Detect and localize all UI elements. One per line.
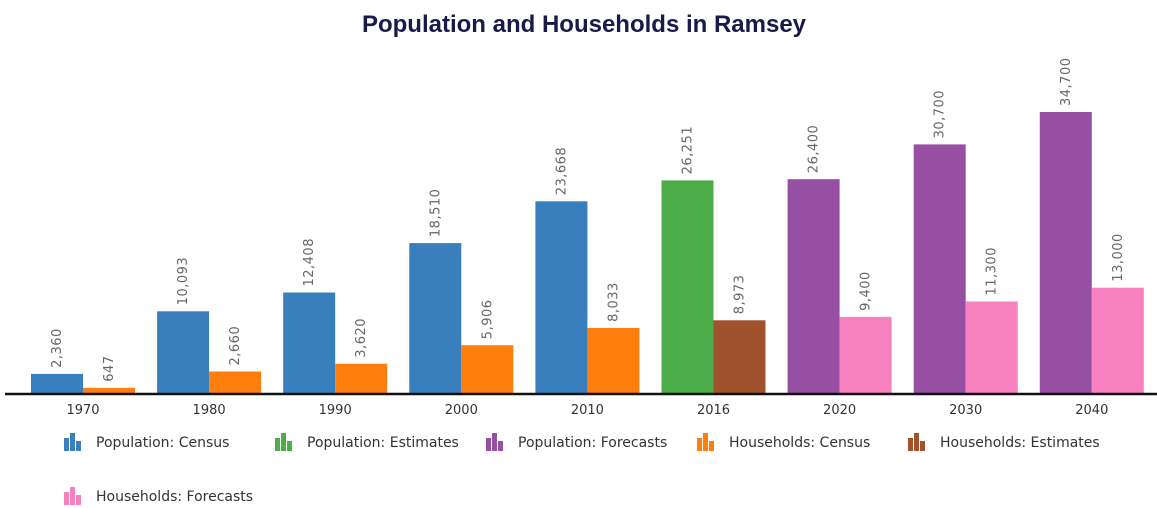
x-tick-label-2040: 2040 [1075,403,1108,418]
bar-population-census-2000[interactable] [409,243,462,393]
data-label-population-census-1980: 10,093 [176,257,191,306]
bar-chart-icon [64,487,81,505]
data-label-population-census-1970: 2,360 [50,328,65,368]
bar-chart-icon [486,433,503,451]
data-label-population-census-1990: 12,408 [302,238,317,287]
legend-item-population-estimates[interactable]: Population: Estimates [275,433,459,451]
bar-population-census-1990[interactable] [283,292,336,394]
bar-chart-icon [908,433,925,451]
bar-population-forecasts-2030[interactable] [913,144,966,393]
bar-households-census-2010[interactable] [587,327,640,393]
legend-label: Population: Forecasts [518,435,667,451]
x-tick-label-1990: 1990 [319,403,352,418]
x-tick-label-2016: 2016 [697,403,730,418]
x-tick-label-2000: 2000 [445,403,478,418]
data-label-households-census-2010: 8,033 [606,282,621,322]
legend-label: Households: Forecasts [96,489,253,505]
data-label-households-forecasts-2040: 13,000 [1111,233,1126,282]
data-label-households-forecasts-2030: 11,300 [985,247,1000,295]
bars-layer [31,112,1144,393]
bar-population-census-2010[interactable] [535,201,588,393]
legend-label: Population: Estimates [307,435,459,451]
bar-population-forecasts-2040[interactable] [1039,112,1092,393]
bar-households-estimates-2016[interactable] [713,320,766,393]
data-labels-layer: 2,360 10,093 12,408 18,510 23,668 26,251 26,40… [50,58,1126,382]
data-label-population-census-2000: 18,510 [428,189,443,238]
bar-households-forecasts-2030[interactable] [965,301,1018,394]
legend-item-households-forecasts[interactable]: Households: Forecasts [64,487,253,505]
data-label-population-forecasts-2020: 26,400 [807,125,822,174]
bar-population-census-1970[interactable] [31,373,83,393]
legend-item-households-estimates[interactable]: Households: Estimates [908,433,1100,451]
bar-households-census-1990[interactable] [335,363,388,393]
bar-chart-icon [275,433,292,451]
x-tick-label-2020: 2020 [823,403,856,418]
bar-population-forecasts-2020[interactable] [787,179,840,393]
bar-households-census-1970[interactable] [83,387,135,393]
x-tick-label-2030: 2030 [949,403,982,418]
data-label-population-census-2010: 23,668 [554,147,569,196]
legend-label: Households: Estimates [940,435,1100,451]
legend-item-population-census[interactable]: Population: Census [64,433,229,451]
x-tick-labels: 1970 1980 1990 2000 2010 2016 2020 2030 2040 [66,403,1108,418]
data-label-households-census-2000: 5,906 [480,299,495,339]
x-tick-label-1980: 1980 [193,403,226,418]
data-label-population-forecasts-2040: 34,700 [1059,58,1074,107]
bar-population-estimates-2016[interactable] [661,180,714,393]
legend-label: Population: Census [96,435,229,451]
data-label-households-census-1990: 3,620 [354,318,369,358]
bar-population-census-1980[interactable] [157,311,210,393]
data-label-households-forecasts-2020: 9,400 [859,271,874,311]
bar-households-census-1980[interactable] [209,371,262,394]
data-label-population-forecasts-2030: 30,700 [933,90,948,139]
legend: Population: Census Population: Estimates P… [64,433,1100,505]
data-label-households-estimates-2016: 8,973 [733,275,748,315]
legend-item-households-census[interactable]: Households: Census [697,433,870,451]
bar-households-forecasts-2040[interactable] [1091,287,1144,393]
legend-item-population-forecasts[interactable]: Population: Forecasts [486,433,667,451]
bar-chart-icon [64,433,81,451]
bar-chart-icon [697,433,714,451]
x-tick-label-2010: 2010 [571,403,604,418]
data-label-households-census-1970: 647 [102,355,117,381]
bar-households-census-2000[interactable] [461,345,514,393]
x-tick-label-1970: 1970 [66,403,99,418]
bar-households-forecasts-2020[interactable] [839,316,892,393]
data-label-households-census-1980: 2,660 [228,326,243,366]
chart-title: Population and Households in Ramsey [362,11,807,38]
data-label-population-estimates-2016: 26,251 [681,126,696,175]
legend-label: Households: Census [729,435,870,451]
